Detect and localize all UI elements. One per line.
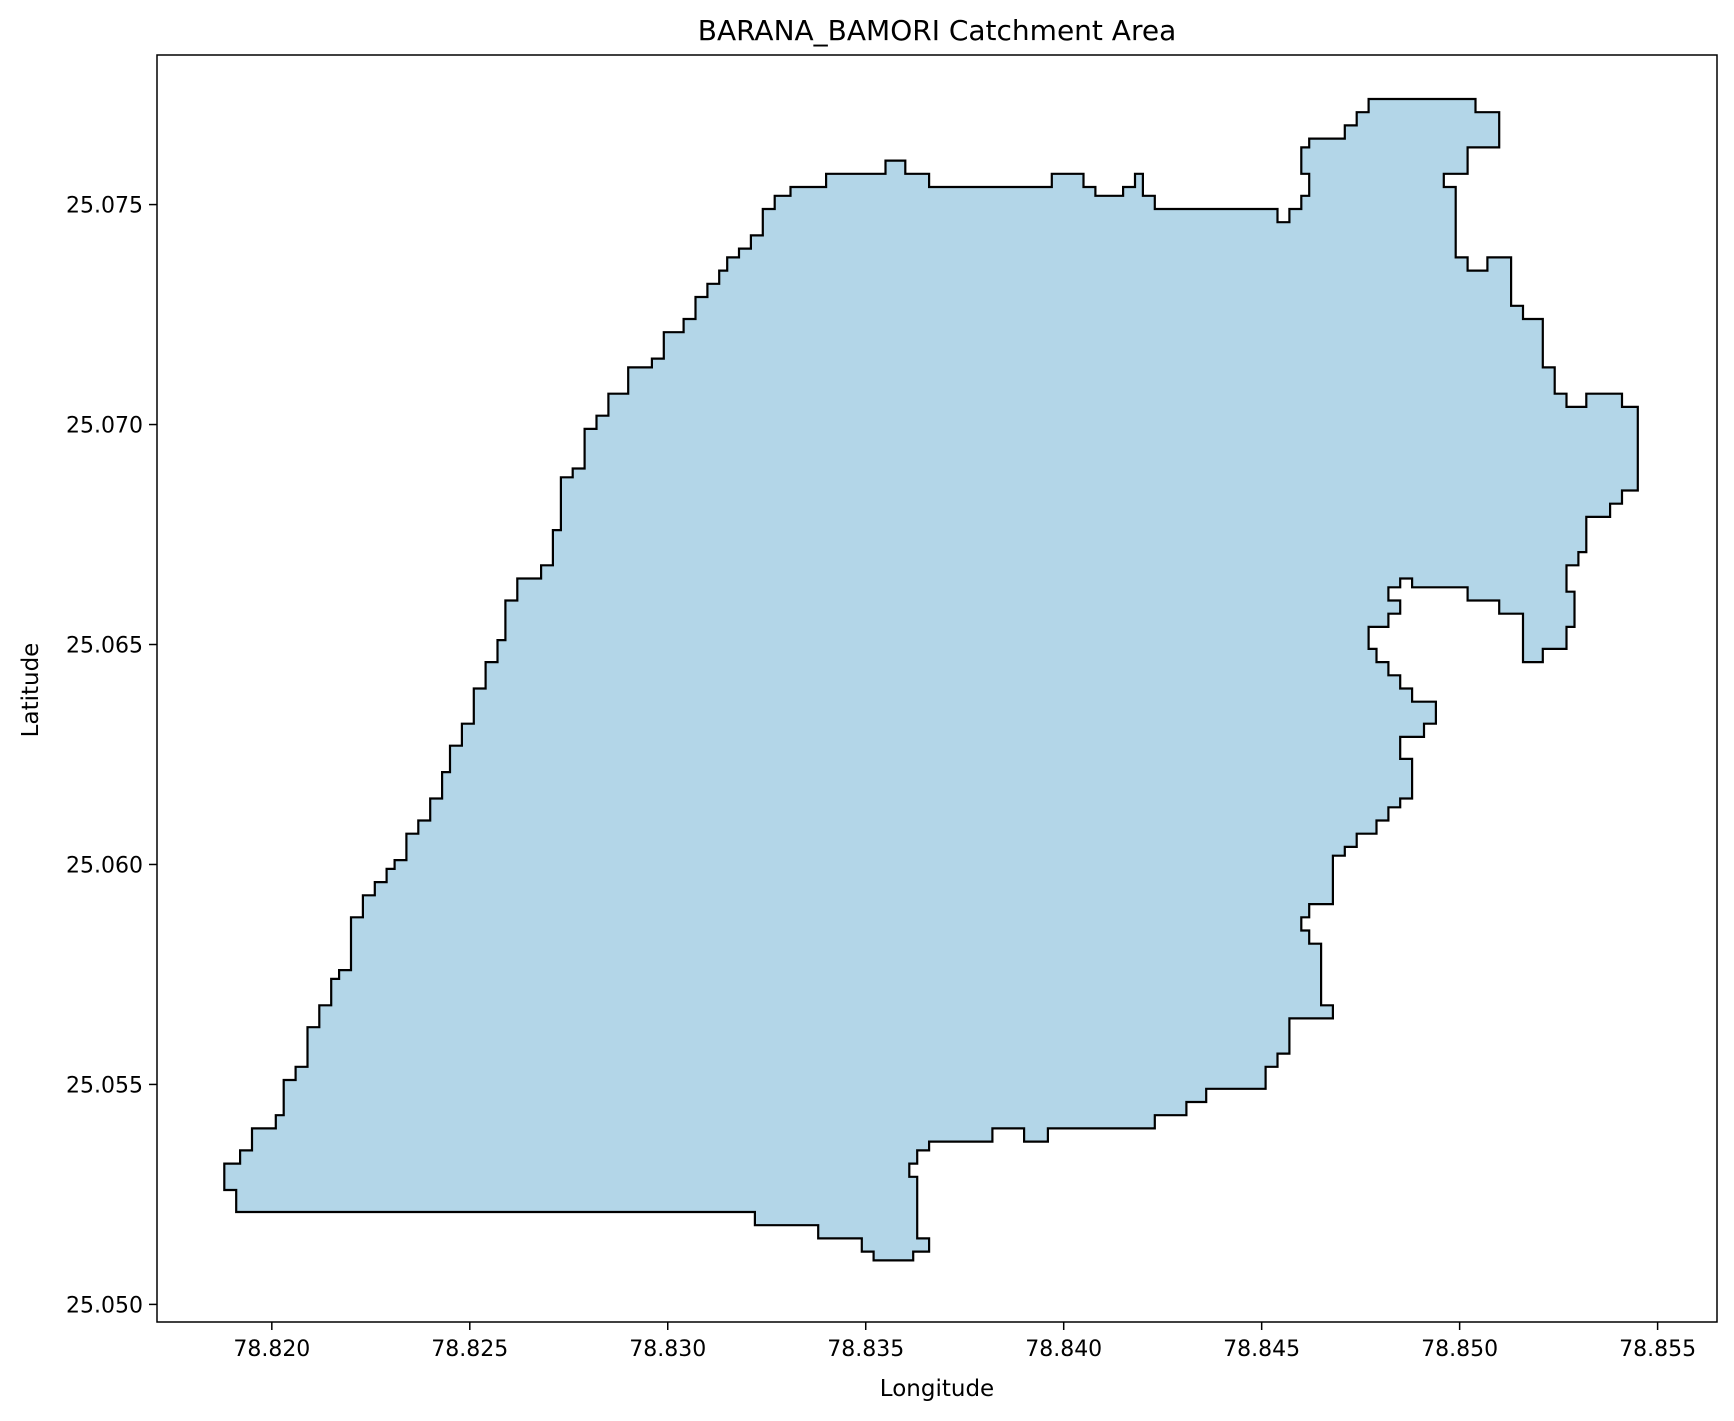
y-tick-label: 25.075 xyxy=(66,194,143,219)
x-tick-label: 78.840 xyxy=(1025,1337,1102,1362)
x-axis-label: Longitude xyxy=(880,1376,994,1402)
y-axis-label: Latitude xyxy=(18,643,44,738)
plot-area xyxy=(223,97,1639,1262)
x-tick-label: 78.850 xyxy=(1421,1337,1498,1362)
x-tick-label: 78.845 xyxy=(1223,1337,1300,1362)
y-axis-ticks: 25.050 25.055 25.060 25.065 25.070 25.075 xyxy=(66,194,157,1318)
y-tick-label: 25.060 xyxy=(66,853,143,878)
y-tick-label: 25.070 xyxy=(66,414,143,439)
chart-title: BARANA_BAMORI Catchment Area xyxy=(698,14,1177,47)
y-tick-label: 25.055 xyxy=(66,1073,143,1098)
x-axis-ticks: 78.820 78.825 78.830 78.835 78.840 78.845 78.8… xyxy=(233,1322,1696,1362)
y-tick-label: 25.065 xyxy=(66,634,143,659)
x-tick-label: 78.835 xyxy=(827,1337,904,1362)
x-tick-label: 78.825 xyxy=(431,1337,508,1362)
x-tick-label: 78.820 xyxy=(233,1337,310,1362)
axes-frame xyxy=(156,54,1718,1323)
catchment-polygon xyxy=(223,97,1639,1262)
x-tick-label: 78.830 xyxy=(629,1337,706,1362)
y-tick-label: 25.050 xyxy=(66,1293,143,1318)
x-tick-label: 78.855 xyxy=(1619,1337,1696,1362)
